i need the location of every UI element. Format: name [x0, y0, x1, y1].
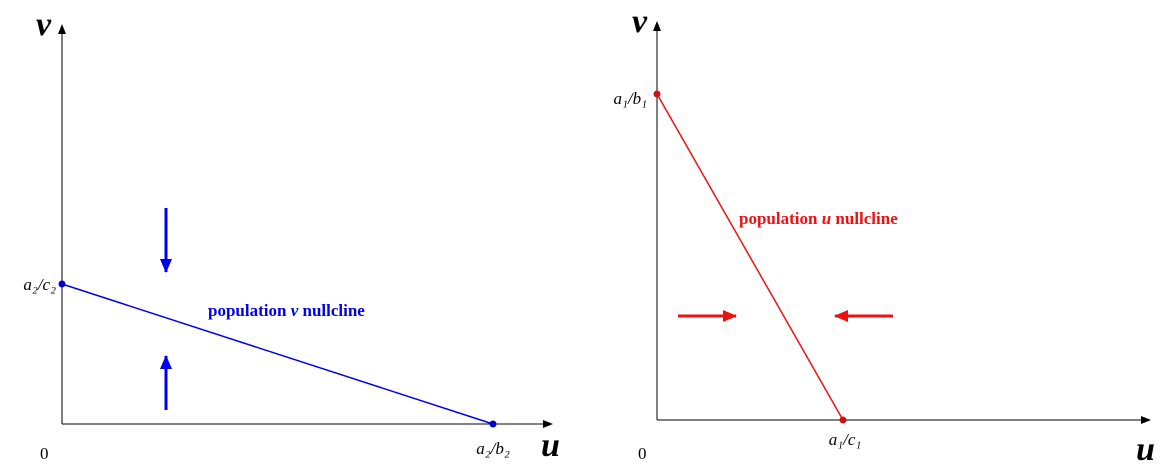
intercept-label: a₂/c₂: [23, 275, 56, 294]
origin-label: 0: [638, 444, 647, 463]
intercept-label: a₁/c₁: [829, 430, 862, 449]
y-axis-label: v: [36, 6, 52, 43]
origin-label: 0: [40, 444, 49, 463]
x-axis-label: u: [1136, 431, 1155, 468]
label-variable: u: [822, 209, 831, 228]
label-part: population: [208, 301, 287, 320]
intercept-point: [839, 416, 847, 424]
intercept-label: a₂/b₂: [476, 439, 510, 458]
label-part: nullcline: [835, 209, 898, 228]
y-axis-label: v: [632, 3, 648, 40]
label-part: population: [739, 209, 818, 228]
intercept-point: [653, 90, 661, 98]
nullcline: [61, 283, 494, 425]
intercept-point: [58, 280, 66, 288]
left-panel: v u 0 a₂/c₂ a₂/b₂ population v nullcline: [23, 6, 560, 464]
nullcline: [656, 93, 844, 421]
intercept-label: a₁/b₁: [613, 89, 647, 108]
nullcline-label: population u nullcline: [739, 209, 898, 228]
label-variable: v: [291, 301, 299, 320]
intercept-point: [489, 420, 497, 428]
nullcline-label: population v nullcline: [208, 301, 365, 320]
right-panel: v u 0 a₁/b₁ a₁/c₁ population u nullcline: [613, 3, 1154, 468]
x-axis-label: u: [541, 427, 560, 464]
label-part: nullcline: [302, 301, 365, 320]
